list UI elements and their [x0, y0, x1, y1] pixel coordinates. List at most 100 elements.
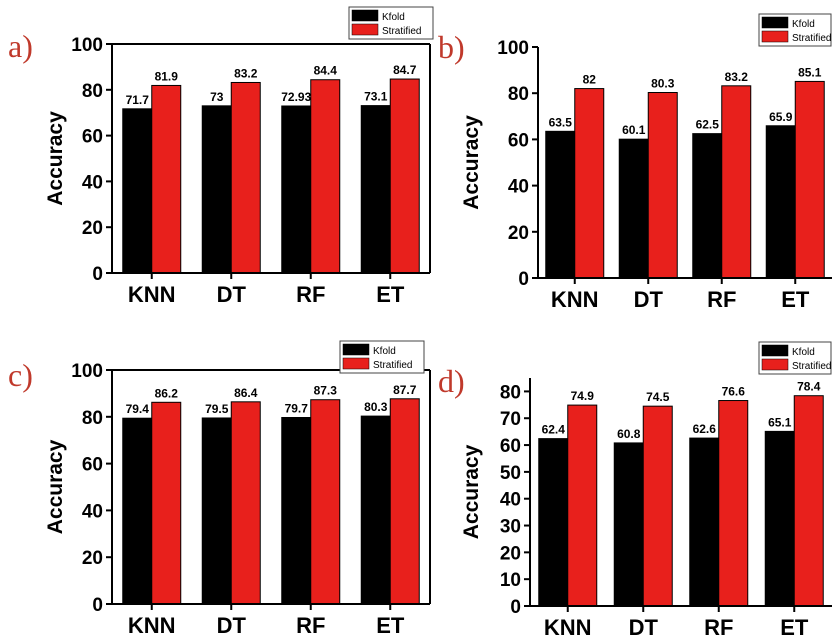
y-axis-label: Accuracy — [460, 115, 483, 210]
bar-kfold-knn — [122, 417, 153, 605]
y-tick-label: 70 — [500, 409, 521, 430]
bar-stratified-rf — [718, 400, 749, 607]
bar-stratified-dt — [642, 405, 673, 607]
chart-panel-4: d) Accuracy 62.4 74.9 KNN 60.8 74.5 DT 62.6 76.6 R… — [438, 341, 832, 635]
chart-panel-3: c) Accuracy 79.4 86.2 KNN 79.5 86.4 DT 79.7 87.3 R… — [8, 340, 431, 635]
legend-label-kfold: Kfold — [382, 12, 405, 23]
x-tick-label: RF — [707, 287, 736, 312]
legend-swatch-stratified — [342, 357, 370, 370]
panel-label: c) — [8, 357, 33, 393]
x-tick-label: DT — [629, 615, 659, 635]
bar-stratified-knn — [574, 88, 605, 279]
y-tick-label: 20 — [82, 218, 103, 239]
bar-stratified-knn — [151, 401, 182, 605]
x-tick-label: DT — [217, 613, 247, 635]
data-label: 87.3 — [314, 384, 338, 398]
legend: Kfold Stratified — [348, 6, 434, 40]
chart-panel-2: b) Accuracy 63.5 82 KNN 60.1 80.3 DT 62.5 83.2 RF 6… — [438, 13, 832, 312]
y-tick-label: 0 — [92, 264, 103, 285]
panel-label: b) — [438, 29, 465, 65]
bar-stratified-knn — [151, 84, 182, 274]
y-tick-label: 20 — [82, 548, 103, 569]
y-axis-label: Accuracy — [44, 439, 67, 534]
data-label: 65.9 — [769, 110, 793, 124]
y-tick-label: 20 — [508, 223, 529, 244]
bar-stratified-rf — [310, 399, 341, 605]
data-label: 73 — [210, 90, 224, 104]
x-tick-label: ET — [376, 613, 405, 635]
y-tick-label: 80 — [508, 84, 529, 105]
data-label: 72.93 — [281, 90, 311, 104]
x-tick-label: RF — [296, 613, 325, 635]
x-tick-label: RF — [296, 282, 325, 307]
x-tick-label: KNN — [544, 615, 592, 635]
legend: Kfold Stratified — [758, 13, 832, 47]
data-label: 86.2 — [155, 386, 179, 400]
legend-swatch-stratified — [761, 30, 789, 43]
bar-stratified-rf — [310, 79, 341, 274]
data-label: 76.6 — [722, 385, 746, 399]
y-tick-label: 40 — [82, 172, 103, 193]
legend-label-stratified: Stratified — [792, 361, 831, 372]
bar-stratified-et — [793, 395, 824, 607]
bar-kfold-dt — [613, 442, 644, 607]
legend-label-kfold: Kfold — [373, 346, 396, 357]
x-tick-label: ET — [376, 282, 405, 307]
legend-label-kfold: Kfold — [792, 347, 815, 358]
legend: Kfold Stratified — [758, 341, 832, 375]
panel-label: a) — [8, 28, 33, 64]
y-tick-label: 40 — [500, 490, 521, 511]
y-tick-label: 10 — [500, 570, 521, 591]
bar-kfold-rf — [281, 105, 312, 274]
bar-kfold-knn — [122, 108, 153, 274]
bar-stratified-rf — [721, 85, 752, 279]
bar-stratified-dt — [647, 92, 678, 279]
data-label: 80.3 — [651, 77, 675, 91]
y-tick-label: 30 — [500, 517, 521, 538]
panel-label: d) — [438, 363, 465, 399]
data-label: 84.4 — [314, 64, 338, 78]
bar-kfold-dt — [201, 105, 232, 274]
y-tick-label: 60 — [500, 436, 521, 457]
y-axis-label: Accuracy — [44, 111, 67, 206]
data-label: 79.4 — [126, 402, 150, 416]
legend: Kfold Stratified — [339, 340, 425, 374]
y-tick-label: 40 — [508, 177, 529, 198]
y-tick-label: 20 — [500, 543, 521, 564]
data-label: 81.9 — [155, 69, 179, 83]
y-tick-label: 0 — [518, 269, 529, 290]
bar-stratified-knn — [567, 404, 598, 607]
data-label: 84.7 — [393, 63, 417, 77]
y-tick-label: 0 — [92, 595, 103, 616]
y-tick-label: 0 — [510, 597, 521, 618]
bar-kfold-et — [360, 415, 391, 605]
data-label: 74.9 — [571, 389, 595, 403]
y-axis-label: Accuracy — [460, 444, 483, 539]
bar-kfold-et — [764, 430, 795, 607]
y-tick-label: 40 — [82, 501, 103, 522]
legend-swatch-stratified — [351, 23, 379, 36]
x-tick-label: DT — [634, 287, 664, 312]
bar-stratified-dt — [230, 401, 261, 605]
bar-kfold-rf — [692, 133, 723, 279]
x-tick-label: DT — [217, 282, 247, 307]
bar-stratified-et — [389, 78, 420, 274]
y-tick-label: 80 — [82, 408, 103, 429]
legend-swatch-kfold — [351, 9, 379, 22]
x-tick-label: KNN — [128, 282, 176, 307]
bar-kfold-knn — [538, 438, 569, 607]
data-label: 62.4 — [542, 423, 566, 437]
legend-label-stratified: Stratified — [382, 26, 421, 37]
y-tick-label: 80 — [82, 81, 103, 102]
data-label: 86.4 — [234, 386, 258, 400]
y-tick-label: 80 — [500, 382, 521, 403]
bar-kfold-rf — [689, 437, 720, 607]
x-tick-label: ET — [781, 287, 810, 312]
data-label: 87.7 — [393, 383, 417, 397]
data-label: 79.7 — [285, 402, 309, 416]
data-label: 80.3 — [364, 400, 388, 414]
x-tick-label: KNN — [551, 287, 599, 312]
x-tick-label: KNN — [128, 613, 176, 635]
